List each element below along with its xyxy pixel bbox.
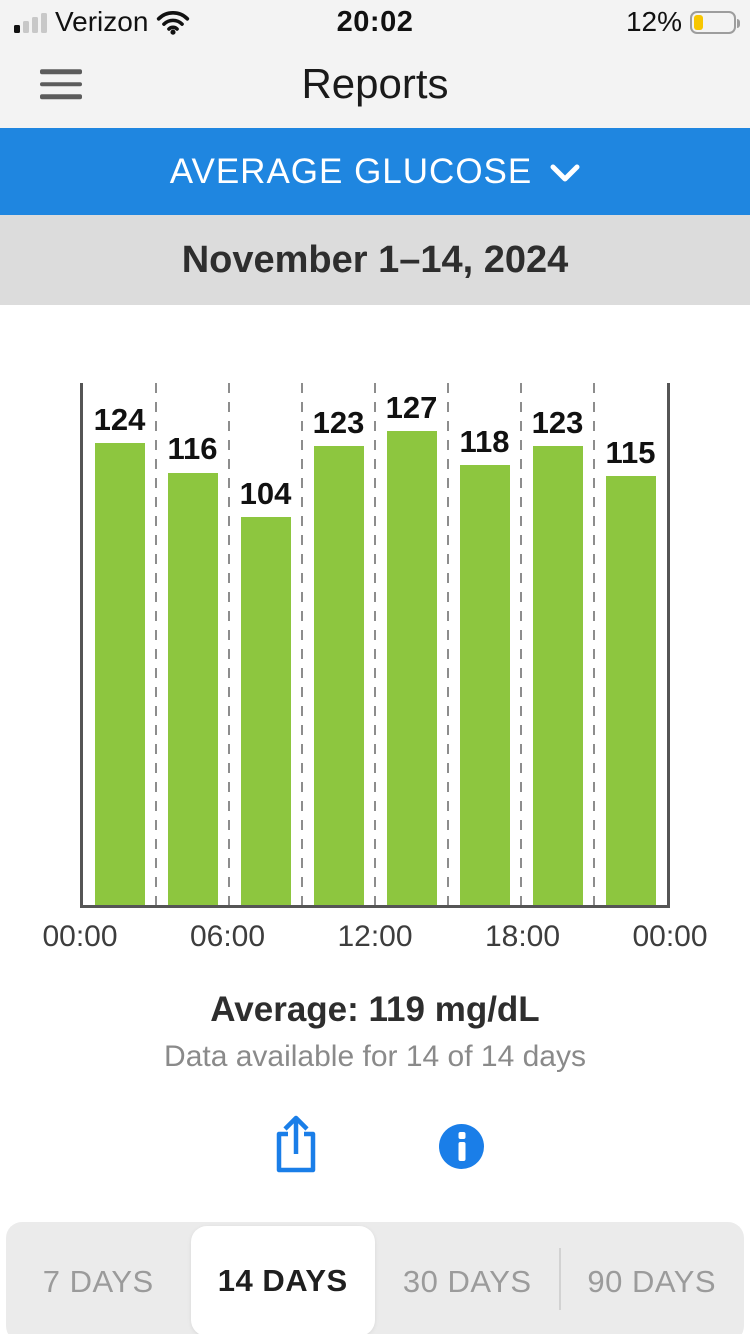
chart-x-axis: 00:00 06:00 12:00 18:00 00:00	[42, 920, 707, 960]
segment-14-days[interactable]: 14 DAYS	[190, 1226, 375, 1334]
cell-signal-icon	[14, 12, 47, 33]
menu-icon[interactable]	[40, 69, 82, 99]
wifi-icon	[156, 9, 190, 35]
segment-30-days[interactable]: 30 DAYS	[402, 1264, 532, 1299]
info-button[interactable]	[439, 1124, 484, 1169]
share-button[interactable]	[272, 1114, 320, 1176]
date-range-label: November 1–14, 2024	[181, 238, 569, 281]
x-axis-tick-label: 00:00	[632, 920, 708, 953]
bar-value-label: 118	[459, 424, 510, 460]
chart-gridline	[301, 383, 303, 905]
data-availability-label: Data available for 14 of 14 days	[164, 1040, 586, 1073]
date-range-bar: November 1–14, 2024	[0, 215, 750, 305]
chart-gridline	[228, 383, 230, 905]
battery-icon	[690, 10, 740, 34]
average-glucose-value: Average: 119 mg/dL	[210, 990, 540, 1029]
segment-90-days[interactable]: 90 DAYS	[558, 1222, 745, 1334]
x-axis-tick-label: 00:00	[42, 920, 118, 953]
bar-value-label: 104	[239, 476, 292, 512]
chart-gridline	[447, 383, 449, 905]
glucose-bar	[605, 476, 656, 905]
info-icon	[458, 1132, 465, 1139]
report-type-label: AVERAGE GLUCOSE	[169, 151, 533, 191]
chart-gridline	[593, 383, 595, 905]
report-type-dropdown[interactable]: AVERAGE GLUCOSE	[0, 128, 750, 215]
x-axis-tick-label: 18:00	[484, 920, 561, 953]
bar-value-label: 115	[605, 435, 656, 471]
glucose-bar	[386, 431, 437, 905]
nav-header: Reports	[0, 40, 750, 128]
bar-value-label: 123	[531, 405, 584, 441]
bar-value-label: 124	[93, 401, 146, 437]
clock: 20:02	[336, 5, 414, 38]
glucose-bar	[313, 446, 364, 905]
chart-summary: Average: 119 mg/dL Data available for 14…	[0, 990, 750, 1074]
x-axis-tick-label: 12:00	[337, 920, 413, 953]
chart-gridline	[520, 383, 522, 905]
battery-percent-label: 12%	[625, 6, 682, 37]
actions-row	[0, 1112, 750, 1182]
bar-value-label: 116	[167, 431, 218, 467]
chart-gridline	[155, 383, 157, 905]
status-bar: Verizon 20:02 12%	[0, 0, 750, 40]
bar-value-label: 123	[312, 405, 365, 441]
segment-divider	[558, 1248, 561, 1310]
x-axis-tick-label: 06:00	[189, 920, 266, 953]
time-range-segmented-control: 7 DAYS 14 DAYS 30 DAYS 90 DAYS	[6, 1222, 744, 1334]
chevron-down-icon	[550, 164, 580, 184]
glucose-bar-chart: 124 116 104 123 127 118 123 115	[80, 383, 670, 908]
glucose-bar	[240, 517, 291, 905]
glucose-bar	[94, 442, 145, 905]
glucose-bar	[532, 446, 583, 905]
glucose-bar	[459, 465, 510, 905]
chart-gridline	[374, 383, 376, 905]
glucose-bar	[167, 472, 218, 905]
carrier-label: Verizon	[55, 6, 149, 37]
bar-value-label: 127	[385, 390, 438, 426]
page-title: Reports	[301, 60, 449, 107]
segment-7-days[interactable]: 7 DAYS	[42, 1264, 154, 1299]
